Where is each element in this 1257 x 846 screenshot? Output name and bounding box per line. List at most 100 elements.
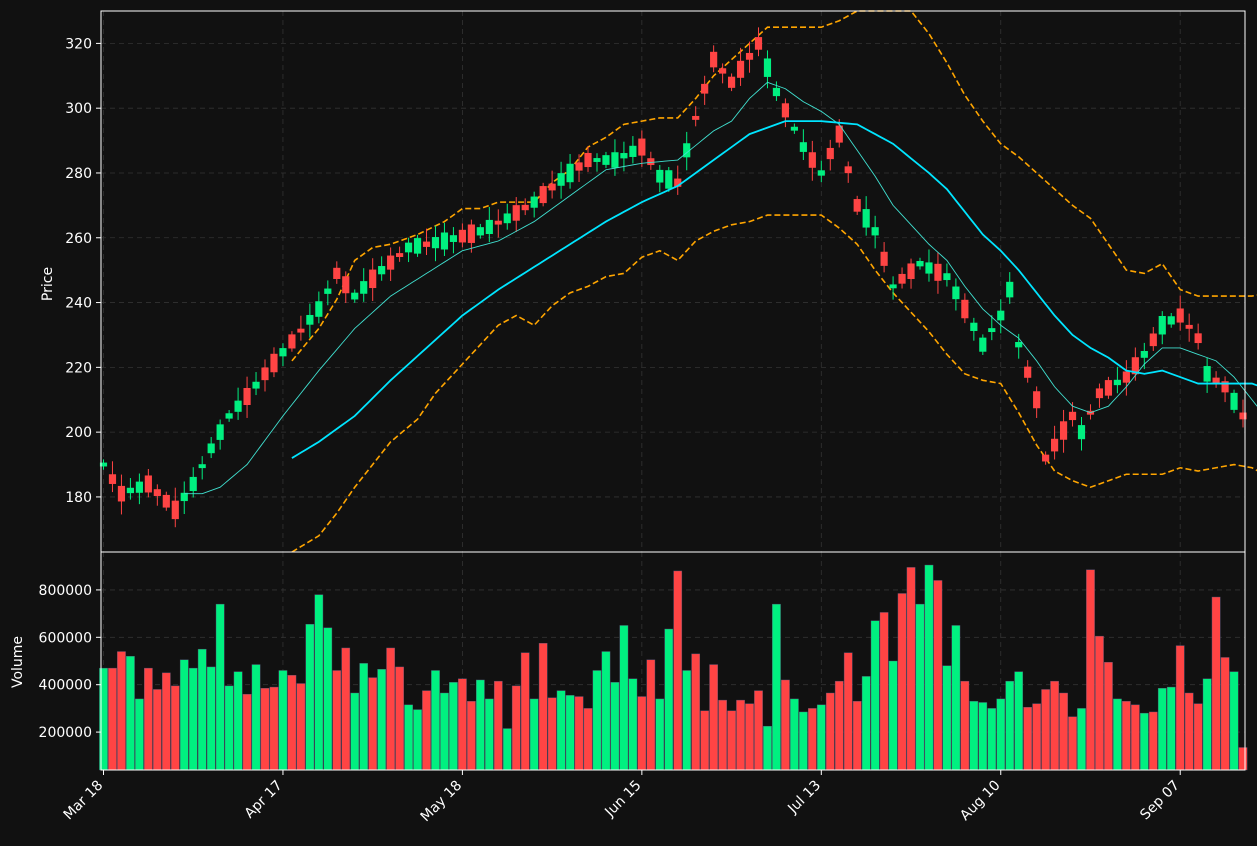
long-moving-average-line <box>291 120 1257 459</box>
volume-bar <box>772 603 781 771</box>
lower-band-line <box>291 214 1257 553</box>
candle-body <box>970 322 978 331</box>
volume-bar <box>709 664 718 771</box>
volume-bar <box>126 656 135 771</box>
candle-body <box>162 494 170 508</box>
price-panel: 180 200 220 240 260 280 300 320 Price <box>40 10 1257 553</box>
volume-bar <box>269 686 279 771</box>
candle-body <box>710 51 718 68</box>
volume-bar <box>790 698 799 771</box>
candle-body <box>1059 421 1068 440</box>
candle-body <box>198 464 206 469</box>
volume-bar <box>1005 680 1015 771</box>
candle-body <box>593 158 601 162</box>
volume-bar <box>359 663 369 771</box>
volume-bar <box>682 670 692 771</box>
volume-bar <box>825 692 835 771</box>
candle-body <box>378 266 386 275</box>
volume-bar <box>197 648 207 771</box>
candle-body <box>252 381 260 389</box>
volume-bar <box>763 725 772 771</box>
volume-bar <box>251 664 261 771</box>
candle-body <box>1051 438 1059 452</box>
volume-bar <box>843 652 853 771</box>
volume-bar <box>493 680 503 771</box>
volume-bar <box>610 682 620 771</box>
candle-body <box>521 204 529 211</box>
candle-body <box>117 485 126 502</box>
candle-body <box>494 220 502 225</box>
candle-body <box>135 481 143 493</box>
volume-bar <box>305 624 315 771</box>
volume-bar <box>1032 703 1041 771</box>
volume-panel: 200000 400000 600000 800000 Volume <box>10 551 1248 771</box>
volume-bar <box>646 659 656 771</box>
candle-body <box>449 235 458 242</box>
volume-bar <box>601 651 611 771</box>
volume-bar <box>170 685 180 771</box>
volume-bar <box>745 703 754 771</box>
volume-bar <box>1023 707 1032 771</box>
candle-body <box>1077 425 1086 440</box>
volume-bar <box>592 670 602 771</box>
volume-bar <box>852 701 862 771</box>
candle-body <box>207 443 215 454</box>
candle-body <box>638 138 646 156</box>
candle-body <box>889 284 897 289</box>
candle-body <box>216 424 224 440</box>
volume-bar <box>951 625 961 771</box>
candle-body <box>763 58 772 77</box>
volume-bar <box>1113 698 1122 771</box>
candle-body <box>369 269 377 289</box>
volume-bar <box>888 660 898 771</box>
candle-body <box>871 227 879 236</box>
volume-bar <box>484 698 494 771</box>
volume-bar <box>1014 671 1024 771</box>
volume-bar <box>861 676 871 771</box>
candle-body <box>1104 380 1113 396</box>
volume-bar <box>1131 704 1140 771</box>
candle-body <box>324 288 332 294</box>
volume-bar <box>458 678 467 771</box>
candle-body <box>548 183 556 191</box>
volume-bar <box>224 685 234 771</box>
volume-bar <box>314 594 324 771</box>
volume-bar <box>350 692 360 771</box>
upper-band-line <box>291 10 1257 362</box>
candle-body <box>1015 341 1023 348</box>
candle-body <box>404 242 413 253</box>
volume-tick-label: 600000 <box>39 630 92 646</box>
volume-tick-label: 200000 <box>39 725 92 741</box>
volume-bar <box>816 704 826 771</box>
price-tick-label: 300 <box>65 101 92 117</box>
candle-body <box>736 60 745 78</box>
volume-bar <box>691 653 701 771</box>
volume-bar <box>395 666 404 771</box>
volume-axis-label: Volume <box>10 636 26 688</box>
volume-bar <box>906 567 916 771</box>
candle-body <box>1131 357 1139 375</box>
volume-bar <box>1041 689 1050 771</box>
price-candles <box>99 27 1247 528</box>
candle-body <box>234 400 242 412</box>
candle-body <box>1042 454 1050 462</box>
volume-bar <box>1202 678 1212 771</box>
volume-bar <box>1050 680 1059 771</box>
volume-bar <box>718 699 727 771</box>
volume-bar <box>511 685 521 771</box>
volume-bar <box>879 612 889 771</box>
price-tick-label: 200 <box>65 425 92 441</box>
volume-bar <box>1148 711 1158 771</box>
candle-body <box>1221 381 1229 393</box>
volume-bars <box>99 564 1248 771</box>
candle-body <box>916 261 924 267</box>
volume-bar <box>135 698 144 771</box>
volume-bar <box>637 696 647 771</box>
volume-bar <box>538 643 548 771</box>
volume-bar <box>117 651 126 771</box>
candle-body <box>988 328 996 333</box>
candle-body <box>745 52 754 60</box>
volume-bar <box>924 564 934 771</box>
moving-averages <box>184 81 1257 495</box>
